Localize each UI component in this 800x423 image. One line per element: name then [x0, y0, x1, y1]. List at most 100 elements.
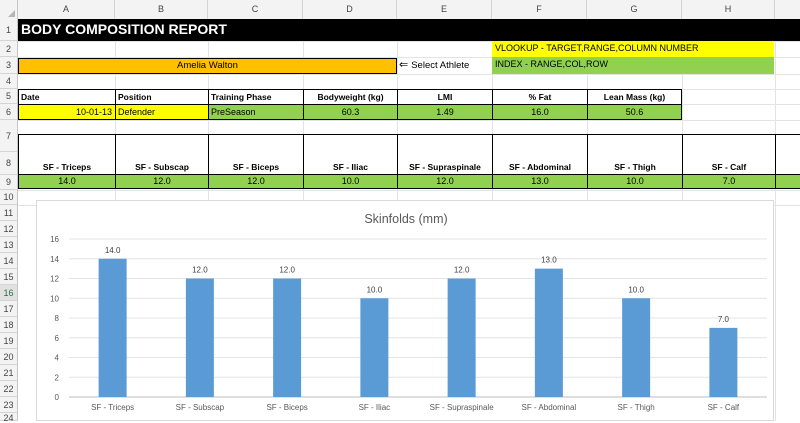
row-header[interactable]: 12 — [0, 221, 18, 237]
percent-fat-value[interactable]: 16.0 — [492, 104, 588, 120]
training-phase-value[interactable]: PreSeason — [208, 104, 304, 120]
skinfolds-chart[interactable]: Skinfolds (mm) 0 2 4 6 8 10 12 14 16 14.0 SF - Tri… — [36, 200, 774, 421]
x-category-label: SF - Iliac — [359, 403, 391, 412]
row-header[interactable]: 5 — [0, 89, 18, 104]
header-sf-triceps[interactable]: SF - Triceps — [18, 134, 116, 175]
empty-value-cell[interactable] — [775, 174, 800, 189]
column-header-d[interactable]: D — [303, 0, 397, 19]
y-tick-label: 2 — [55, 373, 60, 382]
bar — [273, 278, 302, 397]
row-header[interactable]: 18 — [0, 317, 18, 333]
bar-data-label: 10.0 — [367, 285, 383, 294]
header-position[interactable]: Position — [115, 89, 209, 105]
gridline — [18, 57, 800, 58]
header-sf-supraspinale[interactable]: SF - Supraspinale — [397, 134, 493, 175]
header-sf-thigh[interactable]: SF - Thigh — [587, 134, 683, 175]
header-lean-mass[interactable]: Lean Mass (kg) — [587, 89, 682, 105]
row-header[interactable]: 21 — [0, 365, 18, 381]
row-header[interactable]: 8 — [0, 152, 18, 175]
header-sf-iliac[interactable]: SF - Iliac — [303, 134, 398, 175]
sf-abdominal-value[interactable]: 13.0 — [492, 174, 588, 189]
sf-supraspinale-value[interactable]: 12.0 — [397, 174, 493, 189]
header-sf-calf[interactable]: SF - Calf — [682, 134, 776, 175]
bar — [534, 268, 563, 397]
x-category-label: SF - Calf — [708, 403, 740, 412]
row-header[interactable]: 15 — [0, 269, 18, 285]
row-header[interactable]: 13 — [0, 237, 18, 253]
row-header[interactable]: 10 — [0, 190, 18, 205]
row-header[interactable]: 2 — [0, 41, 18, 57]
index-note[interactable]: INDEX - RANGE,COL,ROW — [492, 57, 774, 74]
column-header-a[interactable]: A — [18, 0, 115, 19]
sf-thigh-value[interactable]: 10.0 — [587, 174, 683, 189]
column-header-e[interactable]: E — [397, 0, 492, 19]
sf-biceps-value[interactable]: 12.0 — [208, 174, 304, 189]
header-empty[interactable] — [775, 134, 800, 175]
header-bodyweight[interactable]: Bodyweight (kg) — [303, 89, 398, 105]
y-tick-label: 4 — [55, 354, 60, 363]
x-category-label: SF - Triceps — [91, 403, 134, 412]
header-sf-subscap[interactable]: SF - Subscap — [115, 134, 209, 175]
row-header[interactable]: 17 — [0, 301, 18, 317]
y-tick-label: 0 — [55, 393, 60, 402]
x-category-label: SF - Biceps — [266, 403, 307, 412]
row-header[interactable]: 6 — [0, 104, 18, 120]
y-tick-label: 16 — [50, 235, 59, 244]
athlete-select-cell[interactable]: Amelia Walton — [18, 58, 397, 74]
sf-iliac-value[interactable]: 10.0 — [303, 174, 398, 189]
x-category-label: SF - Abdominal — [522, 403, 577, 412]
bar-data-label: 7.0 — [718, 315, 730, 324]
sf-calf-value[interactable]: 7.0 — [682, 174, 776, 189]
row-header[interactable]: 3 — [0, 57, 18, 74]
column-header-g[interactable]: G — [587, 0, 682, 19]
row-header[interactable]: 20 — [0, 349, 18, 365]
header-training-phase[interactable]: Training Phase — [208, 89, 304, 105]
sf-subscap-value[interactable]: 12.0 — [115, 174, 209, 189]
x-category-label: SF - Supraspinale — [430, 403, 495, 412]
date-value[interactable]: 10-01-13 — [18, 104, 116, 120]
gridline — [775, 19, 776, 421]
bar-data-label: 14.0 — [105, 246, 121, 255]
select-all-corner[interactable] — [0, 0, 18, 19]
position-value[interactable]: Defender — [115, 104, 209, 120]
bar-data-label: 10.0 — [628, 285, 644, 294]
row-header[interactable]: 4 — [0, 74, 18, 89]
header-percent-fat[interactable]: % Fat — [492, 89, 588, 105]
column-header-h[interactable]: H — [682, 0, 775, 19]
row-header[interactable]: 24 — [0, 413, 18, 423]
column-header-f[interactable]: F — [492, 0, 587, 19]
column-header-bar: A B C D E F G H — [0, 0, 800, 20]
vlookup-note[interactable]: VLOOKUP - TARGET,RANGE,COLUMN NUMBER — [492, 41, 774, 57]
header-sf-abdominal[interactable]: SF - Abdominal — [492, 134, 588, 175]
x-category-label: SF - Subscap — [176, 403, 225, 412]
column-header-c[interactable]: C — [208, 0, 303, 19]
lmi-value[interactable]: 1.49 — [397, 104, 493, 120]
column-header-i[interactable] — [775, 0, 800, 19]
bar — [360, 298, 389, 397]
left-arrow-icon: ⇐ — [399, 59, 409, 71]
row-header[interactable]: 9 — [0, 175, 18, 190]
header-sf-biceps[interactable]: SF - Biceps — [208, 134, 304, 175]
header-date[interactable]: Date — [18, 89, 116, 105]
row-header-selected[interactable]: 16 — [0, 285, 18, 301]
row-header[interactable]: 14 — [0, 253, 18, 269]
row-header[interactable]: 1 — [0, 19, 18, 41]
bodyweight-value[interactable]: 60.3 — [303, 104, 398, 120]
row-header[interactable]: 11 — [0, 205, 18, 221]
sf-triceps-value[interactable]: 14.0 — [18, 174, 116, 189]
row-header[interactable]: 22 — [0, 381, 18, 397]
skinfolds-chart-svg: Skinfolds (mm) 0 2 4 6 8 10 12 14 16 14.0 SF - Tri… — [50, 212, 767, 412]
gridline — [18, 190, 800, 191]
column-header-b[interactable]: B — [115, 0, 208, 19]
bar — [709, 327, 738, 397]
header-lmi[interactable]: LMI — [397, 89, 493, 105]
x-category-label: SF - Thigh — [618, 403, 655, 412]
gridline — [18, 120, 800, 121]
lean-mass-value[interactable]: 50.6 — [587, 104, 682, 120]
gridline — [18, 41, 800, 42]
row-header[interactable]: 19 — [0, 333, 18, 349]
report-title[interactable]: BODY COMPOSITION REPORT — [18, 19, 800, 41]
row-header[interactable]: 7 — [0, 120, 18, 152]
row-header[interactable]: 23 — [0, 397, 18, 413]
